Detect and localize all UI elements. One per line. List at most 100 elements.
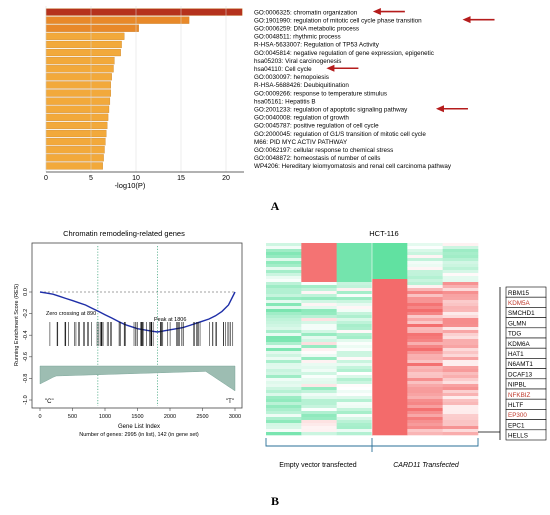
heatmap-cell <box>442 378 479 382</box>
heatmap-cell <box>266 336 302 340</box>
heatmap-cell <box>266 255 302 259</box>
heatmap-cell <box>372 243 408 247</box>
heatmap-cell <box>336 324 373 328</box>
heatmap-cell <box>336 354 373 358</box>
heatmap-cell <box>336 414 373 418</box>
heatmap-cell <box>336 345 373 349</box>
heatmap-cell <box>407 429 443 433</box>
heatmap-cell <box>266 264 302 268</box>
gene-label: EP300 <box>508 412 527 419</box>
heatmap-cell <box>442 387 479 391</box>
heatmap-cell <box>266 366 302 370</box>
heatmap-cell <box>372 405 408 409</box>
heatmap-cell <box>442 291 479 295</box>
heatmap-cell <box>336 297 373 301</box>
heatmap-cell <box>372 297 408 301</box>
heatmap-cell <box>372 423 408 427</box>
heatmap-cell <box>266 354 302 358</box>
heatmap-cell <box>301 381 337 385</box>
highlight-arrow <box>435 105 468 113</box>
heatmap-cell <box>407 282 443 286</box>
heatmap-cell <box>266 267 302 271</box>
heatmap-cell <box>372 378 408 382</box>
heatmap-cell <box>266 348 302 352</box>
heatmap-cell <box>336 393 373 397</box>
heatmap-cell <box>336 378 373 382</box>
bar <box>45 40 122 49</box>
heatmap-cell <box>407 297 443 301</box>
bar <box>45 48 121 57</box>
heatmap-cell <box>372 324 408 328</box>
heatmap-cell <box>372 339 408 343</box>
zero-crossing-annotation: Zero crossing at 890 <box>46 311 96 317</box>
heatmap-cell <box>301 243 337 247</box>
heatmap-cell <box>336 273 373 277</box>
bar <box>45 146 105 154</box>
heatmap-cell <box>372 267 408 271</box>
heatmap-cell <box>301 306 337 310</box>
term-label: GO:2000045: regulation of G1/S transitio… <box>254 131 426 138</box>
heatmap-cell <box>336 267 373 271</box>
heatmap-cell <box>442 315 479 319</box>
heatmap-cell <box>301 378 337 382</box>
heatmap-cell <box>372 300 408 304</box>
bar <box>45 57 115 65</box>
heatmap-cell <box>372 315 408 319</box>
highlight-arrow <box>326 64 359 72</box>
heatmap-cell <box>301 414 337 418</box>
heatmap-cell <box>336 309 373 313</box>
heatmap-cell <box>266 402 302 406</box>
heatmap-cell <box>266 276 302 280</box>
heatmap-cell <box>407 267 443 271</box>
bar <box>45 138 106 146</box>
heatmap-cell <box>301 432 337 436</box>
heatmap-cell <box>301 357 337 361</box>
heatmap-cell <box>301 366 337 370</box>
heatmap-cell <box>372 282 408 286</box>
x-tick-label: 500 <box>68 414 77 420</box>
gene-label: NFKBIZ <box>508 392 531 399</box>
heatmap-cell <box>442 354 479 358</box>
heatmap-cell <box>442 267 479 271</box>
heatmap-cell <box>407 390 443 394</box>
heatmap-cell <box>266 249 302 253</box>
heatmap-cell <box>266 318 302 322</box>
heatmap-cell <box>301 360 337 364</box>
gene-label: NIPBL <box>508 382 527 389</box>
heatmap-cell <box>442 411 479 415</box>
heatmap-cell <box>266 300 302 304</box>
heatmap-cell <box>442 330 479 334</box>
heatmap-cell <box>336 351 373 355</box>
heatmap-cell <box>407 384 443 388</box>
heatmap-cell <box>372 429 408 433</box>
heatmap-cell <box>266 432 302 436</box>
heatmap-cell <box>442 294 479 298</box>
heatmap-cell <box>407 369 443 373</box>
gene-count-footer: Number of genes: 2995 (in list), 142 (in… <box>79 432 199 438</box>
term-label: hsa05203: Viral carcinogenesis <box>254 58 341 65</box>
heatmap-cell <box>336 372 373 376</box>
gene-label: DCAF13 <box>508 371 533 378</box>
heatmap-cell <box>372 258 408 262</box>
heatmap-cell <box>336 264 373 268</box>
heatmap-cell <box>442 420 479 424</box>
term-label: R-HSA-5688426: Deubiquitination <box>254 82 349 89</box>
heatmap-cell <box>301 294 337 298</box>
heatmap-cell <box>372 411 408 415</box>
heatmap-cell <box>407 249 443 253</box>
heatmap-cell <box>442 402 479 406</box>
heatmap-cell <box>442 345 479 349</box>
heatmap-cell <box>407 315 443 319</box>
heatmap-cell <box>301 402 337 406</box>
heatmap-cell <box>442 381 479 385</box>
heatmap-cell <box>407 345 443 349</box>
heatmap-cell <box>442 372 479 376</box>
heatmap-cell <box>336 366 373 370</box>
heatmap-cell <box>407 357 443 361</box>
heatmap-cell <box>442 324 479 328</box>
heatmap-cell <box>301 429 337 433</box>
heatmap-cell <box>301 276 337 280</box>
heatmap-cell <box>336 300 373 304</box>
heatmap-cell <box>407 372 443 376</box>
heatmap-cell <box>372 381 408 385</box>
